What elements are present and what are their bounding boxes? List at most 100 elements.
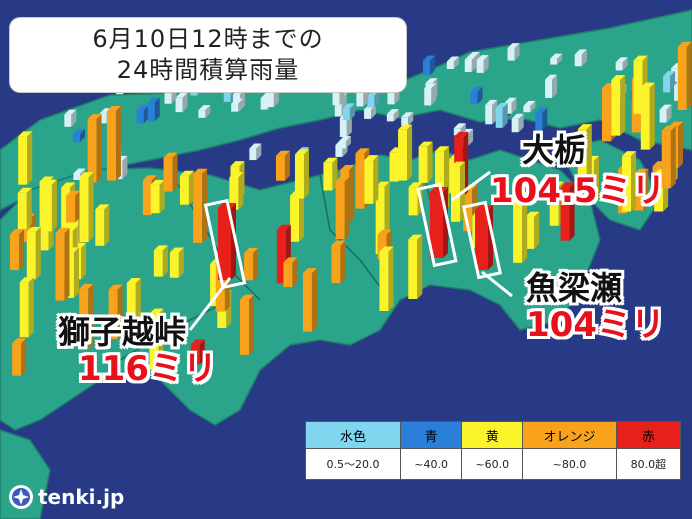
rain-bar bbox=[163, 152, 178, 192]
rain-bar bbox=[408, 234, 423, 299]
rain-bar bbox=[73, 128, 86, 143]
rain-bar bbox=[175, 92, 188, 113]
legend-range-cell: 80.0超 bbox=[615, 448, 682, 480]
rain-bar bbox=[535, 107, 548, 131]
rain-bar bbox=[386, 109, 399, 122]
rain-bar bbox=[422, 55, 435, 76]
callout-name-otochi: 大栃 bbox=[522, 131, 587, 169]
rain-bar bbox=[323, 157, 338, 191]
rain-bar bbox=[430, 187, 448, 258]
rain-bar bbox=[418, 141, 433, 183]
rain-bar bbox=[511, 113, 524, 133]
legend-label-cell: 赤 bbox=[615, 421, 682, 449]
rain-bar bbox=[231, 98, 244, 112]
rain-bar bbox=[42, 179, 57, 232]
callout-value-yanase: 104ミリ bbox=[526, 305, 665, 345]
rain-bar bbox=[108, 284, 123, 340]
rain-bar bbox=[622, 151, 637, 212]
callout-value-otochi-wrap: 104.5ミリ bbox=[490, 170, 666, 208]
rain-bar bbox=[364, 155, 379, 204]
legend-range-cell: 0.5〜20.0 bbox=[304, 448, 402, 480]
rain-bar bbox=[495, 103, 508, 128]
rain-bar bbox=[198, 105, 211, 118]
rain-bar bbox=[335, 176, 350, 240]
rain-bar bbox=[550, 53, 563, 65]
rain-bar bbox=[55, 227, 70, 301]
rain-bar bbox=[66, 190, 81, 223]
rain-bar bbox=[19, 277, 34, 338]
rain-bar bbox=[218, 203, 236, 280]
peak-highlight bbox=[203, 198, 247, 290]
callout-value-otochi: 104.5ミリ bbox=[490, 171, 666, 211]
rain-bar bbox=[476, 55, 489, 73]
rain-bar bbox=[169, 247, 184, 278]
rain-bar bbox=[464, 54, 477, 72]
legend-label-row: 水色 青 黄 オレンジ 赤 bbox=[304, 421, 682, 449]
rain-bar bbox=[294, 149, 309, 199]
rain-bar bbox=[525, 211, 540, 249]
rain-bar bbox=[545, 74, 558, 98]
rain-bar bbox=[379, 246, 394, 311]
rain-bars bbox=[10, 41, 692, 376]
rain-bar bbox=[153, 245, 168, 277]
rain-bar bbox=[106, 105, 121, 181]
legend-label-cell: 青 bbox=[400, 421, 463, 449]
rain-bar bbox=[577, 124, 592, 182]
rain-bar bbox=[275, 150, 290, 181]
callout-yanase: 魚梁瀬 104ミリ bbox=[526, 272, 665, 342]
title-line-1: 6月10日12時までの bbox=[92, 25, 324, 53]
rain-bar bbox=[504, 97, 517, 114]
rain-bar bbox=[470, 86, 483, 105]
legend-label-cell: オレンジ bbox=[522, 421, 617, 449]
legend-range-cell: ~40.0 bbox=[400, 448, 463, 480]
rain-bar bbox=[513, 198, 528, 263]
rain-bar bbox=[244, 247, 259, 281]
legend-range-cell: ~60.0 bbox=[461, 448, 524, 480]
rain-bar bbox=[12, 338, 27, 376]
rain-bar bbox=[451, 161, 466, 222]
tenki-logo: tenki.jp bbox=[8, 484, 124, 510]
callout-name-shishigoe: 獅子越峠 bbox=[58, 313, 187, 351]
rain-bar bbox=[64, 109, 77, 127]
rain-legend: 水色 青 黄 オレンジ 赤 0.5〜20.0 ~40.0 ~60.0 ~80.0… bbox=[304, 421, 682, 480]
rain-bar bbox=[424, 83, 437, 106]
rain-bar bbox=[229, 172, 244, 210]
rain-bar bbox=[240, 294, 255, 355]
rain-bar bbox=[485, 99, 498, 125]
rain-bar bbox=[331, 240, 346, 284]
rain-bar bbox=[661, 125, 676, 189]
rain-bar bbox=[677, 41, 692, 110]
rain-bar bbox=[149, 308, 164, 370]
legend-range-row: 0.5〜20.0 ~40.0 ~60.0 ~80.0 80.0超 bbox=[304, 448, 682, 480]
rain-bar bbox=[126, 277, 141, 326]
rain-bar bbox=[523, 100, 536, 113]
rain-bar bbox=[190, 339, 205, 365]
tenki-logo-icon bbox=[9, 485, 33, 509]
rain-bar bbox=[634, 168, 649, 211]
callout-value-shishigoe: 116ミリ bbox=[78, 349, 217, 389]
rain-bar bbox=[179, 170, 194, 205]
callout-otochi: 大栃 bbox=[522, 134, 586, 166]
rain-bar bbox=[18, 131, 33, 185]
rain-bar bbox=[401, 112, 414, 126]
rain-bar bbox=[615, 57, 628, 71]
legend-label-cell: 水色 bbox=[304, 421, 402, 449]
legend-label-cell: 黄 bbox=[461, 421, 524, 449]
rain-bar bbox=[574, 49, 587, 67]
rain-bar bbox=[17, 187, 32, 230]
title-line-2: 24時間積算雨量 bbox=[116, 56, 300, 84]
rain-bar bbox=[475, 205, 493, 270]
peak-highlight bbox=[416, 182, 458, 268]
rain-bar bbox=[342, 103, 355, 121]
rain-bar bbox=[79, 283, 94, 350]
rain-bar bbox=[398, 124, 413, 181]
rain-bar bbox=[611, 74, 626, 136]
rain-bar bbox=[640, 82, 655, 150]
rain-bar bbox=[26, 226, 41, 280]
rain-bar bbox=[249, 143, 262, 161]
rain-bar bbox=[87, 114, 102, 183]
rain-bar bbox=[507, 43, 520, 61]
rain-bar bbox=[659, 104, 672, 123]
rain-bar bbox=[136, 104, 149, 124]
